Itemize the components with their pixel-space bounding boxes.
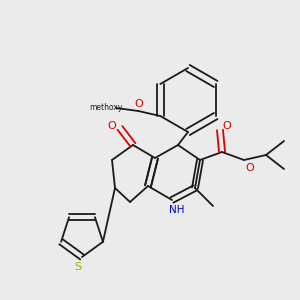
Text: NH: NH (169, 205, 185, 215)
Text: O: O (108, 121, 116, 131)
Text: S: S (74, 262, 82, 272)
Text: methoxy: methoxy (90, 103, 123, 112)
Text: O: O (246, 163, 254, 173)
Text: O: O (134, 99, 143, 109)
Text: O: O (223, 121, 231, 131)
